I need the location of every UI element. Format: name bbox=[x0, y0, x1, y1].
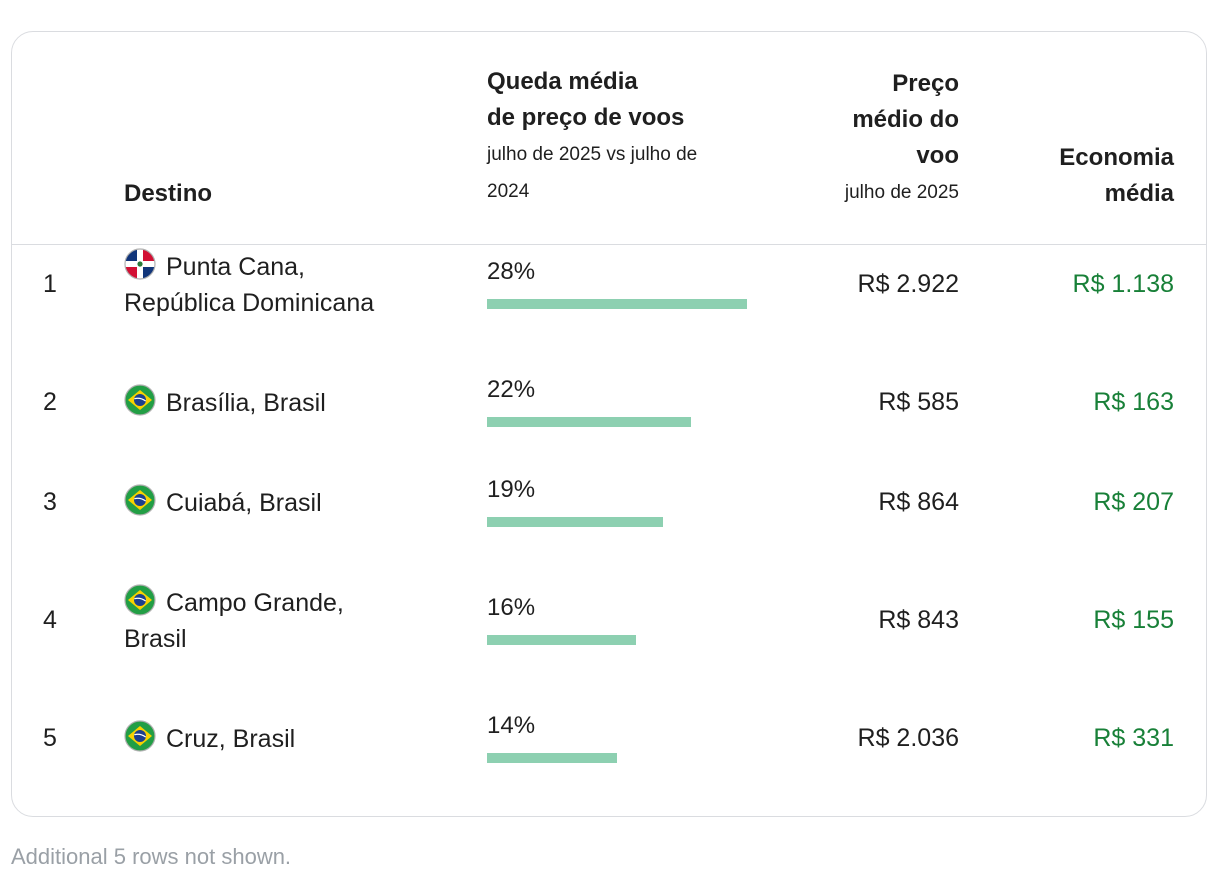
table-row: 5 Cruz, Brasil 14% R$ 2.036 R$ 331 bbox=[12, 698, 1206, 778]
price-drop-cell: 19% bbox=[487, 462, 787, 542]
table-header: Destino Queda média de preço de voos jul… bbox=[12, 32, 1206, 245]
price-drop-percent: 19% bbox=[487, 476, 536, 503]
header-avg-price: Preço médio do voo julho de 2025 bbox=[799, 66, 959, 211]
price-drop-cell: 16% bbox=[487, 580, 787, 660]
avg-savings-value: R$ 155 bbox=[1093, 605, 1174, 634]
rank-number: 2 bbox=[43, 387, 57, 416]
destination-name-line1: Cruz, Brasil bbox=[166, 724, 296, 753]
brazil-flag-icon bbox=[124, 383, 156, 416]
avg-price-value: R$ 843 bbox=[878, 605, 959, 634]
header-price-title-3: voo bbox=[916, 142, 959, 169]
destination-cell: Campo Grande, Brasil bbox=[124, 580, 424, 660]
avg-savings-value: R$ 331 bbox=[1093, 723, 1174, 752]
avg-savings-value: R$ 1.138 bbox=[1072, 269, 1174, 298]
avg-price-value: R$ 2.922 bbox=[857, 269, 959, 298]
header-avg-savings: Economia média bbox=[1014, 140, 1174, 212]
destination-name-line1: Cuiabá, Brasil bbox=[166, 488, 322, 517]
destination-label: Campo Grande, Brasil bbox=[124, 583, 344, 657]
price-drop-bar bbox=[487, 299, 747, 309]
price-drop-cell: 22% bbox=[487, 362, 787, 442]
rank-number: 4 bbox=[43, 605, 57, 634]
price-drop-cell: 28% bbox=[487, 244, 787, 324]
avg-price-value: R$ 2.036 bbox=[857, 723, 959, 752]
destination-label: Cuiabá, Brasil bbox=[124, 483, 322, 521]
price-drop-percent: 16% bbox=[487, 594, 536, 621]
rank-number: 3 bbox=[43, 487, 57, 516]
header-drop-title-2: de preço de voos bbox=[487, 104, 685, 131]
brazil-flag-icon bbox=[124, 483, 156, 516]
avg-price-value: R$ 585 bbox=[878, 387, 959, 416]
destination-name-line1: Punta Cana, bbox=[166, 252, 305, 281]
destination-cell: Brasília, Brasil bbox=[124, 362, 424, 442]
avg-savings-value: R$ 163 bbox=[1093, 387, 1174, 416]
avg-price-value: R$ 864 bbox=[878, 487, 959, 516]
header-savings-title-2: média bbox=[1104, 180, 1174, 207]
price-drop-bar bbox=[487, 417, 691, 427]
destination-name-line1: Brasília, Brasil bbox=[166, 388, 326, 417]
footnote: Additional 5 rows not shown. bbox=[11, 844, 292, 869]
header-savings-title-1: Economia bbox=[1059, 144, 1174, 171]
rank-number: 1 bbox=[43, 269, 57, 298]
header-price-title-2: médio do bbox=[852, 106, 959, 133]
price-drop-table: Destino Queda média de preço de voos jul… bbox=[11, 31, 1207, 817]
table-row: 2 Brasília, Brasil 22% R$ 585 R$ 163 bbox=[12, 362, 1206, 442]
brazil-flag-icon bbox=[124, 719, 156, 752]
price-drop-bar bbox=[487, 753, 617, 763]
price-drop-percent: 22% bbox=[487, 376, 536, 403]
table-row: 4 Campo Grande, Brasil 16% R$ 843 R$ 155 bbox=[12, 580, 1206, 660]
destination-name-line2: Brasil bbox=[124, 624, 187, 653]
rank-number: 5 bbox=[43, 723, 57, 752]
destination-label: Brasília, Brasil bbox=[124, 383, 326, 421]
header-price-drop: Queda média de preço de voos julho de 20… bbox=[487, 64, 757, 210]
brazil-flag-icon bbox=[124, 583, 156, 616]
price-drop-percent: 14% bbox=[487, 712, 536, 739]
table-row: 1 Punta Cana, República Dominicana 28% R$ 2.… bbox=[12, 244, 1206, 324]
avg-savings-value: R$ 207 bbox=[1093, 487, 1174, 516]
table-row: 3 Cuiabá, Brasil 19% R$ 864 R$ 207 bbox=[12, 462, 1206, 542]
dominican-republic-flag-icon bbox=[124, 247, 156, 280]
header-destination-label: Destino bbox=[124, 180, 213, 207]
destination-label: Punta Cana, República Dominicana bbox=[124, 247, 375, 321]
destination-cell: Cruz, Brasil bbox=[124, 698, 424, 778]
destination-name-line2: República Dominicana bbox=[124, 288, 375, 317]
header-price-sub: julho de 2025 bbox=[844, 182, 959, 203]
destination-cell: Cuiabá, Brasil bbox=[124, 462, 424, 542]
price-drop-percent: 28% bbox=[487, 258, 536, 285]
price-drop-cell: 14% bbox=[487, 698, 787, 778]
price-drop-bar bbox=[487, 635, 636, 645]
price-drop-bar bbox=[487, 517, 663, 527]
header-drop-title-1: Queda média bbox=[487, 68, 638, 95]
destination-cell: Punta Cana, República Dominicana bbox=[124, 244, 424, 324]
header-destination: Destino bbox=[124, 176, 212, 212]
destination-name-line1: Campo Grande, bbox=[166, 588, 344, 617]
header-drop-sub-2: 2024 bbox=[487, 181, 530, 202]
destination-label: Cruz, Brasil bbox=[124, 719, 296, 757]
header-price-title-1: Preço bbox=[892, 70, 959, 97]
header-drop-sub-1: julho de 2025 vs julho de bbox=[487, 144, 698, 165]
